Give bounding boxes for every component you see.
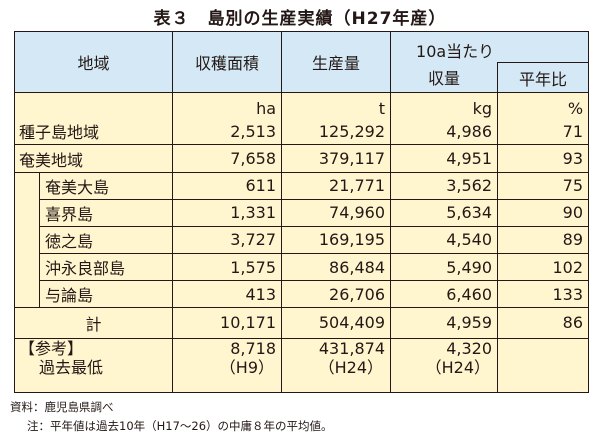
cell-production: 74,960 <box>281 198 392 227</box>
cell-area: 7,658 <box>172 144 283 173</box>
cell-area: 2,513 <box>172 118 283 146</box>
header-region: 地域 <box>13 31 174 93</box>
cell-production: 504,409 <box>281 307 392 339</box>
unit-area: ha <box>172 91 283 119</box>
table-row: 奄美大島 611 21,771 3,562 75 <box>14 171 590 309</box>
cell-production: 125,292 <box>281 118 392 146</box>
table-row: 喜界島 1,331 74,960 5,634 90 <box>15 198 590 227</box>
cell-area: 1,575 <box>172 252 283 282</box>
cell-yield: 3,562 <box>390 171 499 200</box>
cell-production: 169,195 <box>281 225 392 255</box>
cell-ratio: 90 <box>497 198 590 227</box>
unit-ratio: % <box>497 91 590 119</box>
header-production: 生産量 <box>281 31 392 93</box>
reference-area: 8,718 （H9） <box>172 337 283 394</box>
cell-area: 611 <box>172 171 283 200</box>
cell-ratio: 71 <box>497 118 590 146</box>
cell-ratio: 102 <box>497 252 590 282</box>
row-name: 奄美大島 <box>38 171 174 200</box>
reference-yield-year: （H24） <box>425 357 491 377</box>
reference-label-line1: 【参考】 <box>19 338 84 358</box>
cell-ratio: 93 <box>497 144 590 173</box>
header-row-1: 地域 収穫面積 生産量 10a当たり <box>13 30 590 93</box>
cell-yield: 5,634 <box>390 198 499 227</box>
table-row: 徳之島 3,727 169,195 4,540 89 <box>15 225 590 255</box>
cell-area: 1,331 <box>172 198 283 227</box>
cell-area: 10,171 <box>172 307 283 339</box>
cell-production: 379,117 <box>281 144 392 173</box>
cell-yield: 4,959 <box>390 307 499 339</box>
header-yield-line2: 収量 <box>390 62 499 93</box>
unit-yield: kg <box>390 91 499 119</box>
cell-ratio: 89 <box>497 225 590 255</box>
header-yield-line1: 10a当たり <box>390 30 590 63</box>
reference-yield: 4,320 （H24） <box>390 337 499 394</box>
reference-row: 【参考】 過去最低 8,718 （H9） 431,874 （H24） 4,320… <box>13 337 590 394</box>
cell-production: 86,484 <box>281 252 392 282</box>
table-row: 種子島地域 2,513 125,292 4,986 71 <box>13 118 590 146</box>
cell-ratio: 86 <box>497 307 590 339</box>
table-row: 奄美地域 7,658 379,117 4,951 93 <box>13 144 590 173</box>
reference-production: 431,874 （H24） <box>281 337 392 394</box>
row-name: 沖永良部島 <box>38 252 174 282</box>
cell-ratio: 133 <box>497 280 590 309</box>
row-name: 徳之島 <box>38 225 174 255</box>
cell-production: 21,771 <box>281 171 392 200</box>
row-name: 喜界島 <box>38 198 174 227</box>
production-table: 地域 収穫面積 生産量 10a当たり 収量 平年比 ha t kg % 種子島地… <box>13 30 590 394</box>
footnote-note: 注：平年値は過去10年（H17〜26）の中庸８年の平均値。 <box>27 419 333 433</box>
indent-spacer <box>14 171 40 309</box>
unit-production: t <box>281 91 392 119</box>
table-title: 表３ 島別の生産実績（H27年産） <box>153 9 447 29</box>
table-row: 沖永良部島 1,575 86,484 5,490 102 <box>15 252 590 282</box>
cell-production: 26,706 <box>281 280 392 309</box>
row-name: 奄美地域 <box>13 144 174 173</box>
total-row: 計 10,171 504,409 4,959 86 <box>13 307 590 339</box>
reference-ratio-empty <box>497 337 590 394</box>
reference-label-line2: 過去最低 <box>39 357 104 377</box>
cell-yield: 4,986 <box>390 118 499 146</box>
cell-yield: 5,490 <box>390 252 499 282</box>
reference-area-year: （H9） <box>219 357 275 377</box>
cell-area: 413 <box>172 280 283 309</box>
table-row: 与論島 413 26,706 6,460 133 <box>15 280 590 309</box>
header-area: 収穫面積 <box>172 31 283 93</box>
cell-ratio: 75 <box>497 171 590 200</box>
reference-label: 【参考】 過去最低 <box>13 337 174 394</box>
total-label: 計 <box>13 307 174 339</box>
row-name: 種子島地域 <box>13 118 174 146</box>
cell-yield: 4,540 <box>390 225 499 255</box>
reference-area-value: 8,718 <box>230 338 277 358</box>
cell-area: 3,727 <box>172 225 283 255</box>
header-ratio: 平年比 <box>497 62 590 93</box>
header-row-2: 収量 平年比 <box>15 62 590 93</box>
reference-yield-value: 4,320 <box>446 338 493 358</box>
cell-yield: 6,460 <box>390 280 499 309</box>
row-name: 与論島 <box>38 280 174 309</box>
units-row: ha t kg % <box>13 91 590 119</box>
footnote-source: 資料：鹿児島県調べ <box>10 400 114 414</box>
reference-production-value: 431,874 <box>318 338 386 358</box>
cell-yield: 4,951 <box>390 144 499 173</box>
reference-production-year: （H24） <box>318 357 384 377</box>
